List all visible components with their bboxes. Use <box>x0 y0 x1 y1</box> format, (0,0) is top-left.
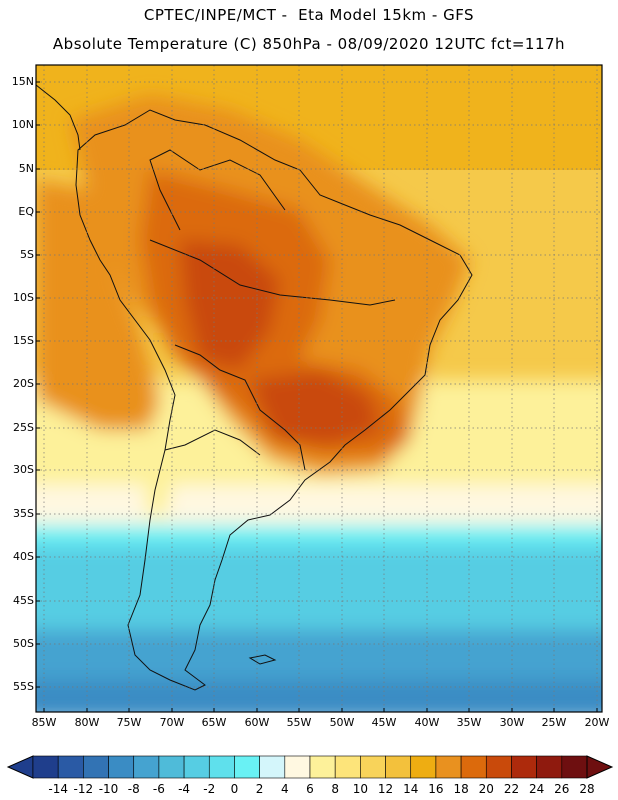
lon-label-30w: 30W <box>499 716 525 729</box>
colorbar-label-8: 2 <box>255 782 264 796</box>
colorbar-swatch-17 <box>460 755 487 779</box>
colorbar-label-17: 20 <box>478 782 494 796</box>
colorbar-swatch-5 <box>158 755 185 779</box>
south-america-coast <box>75 109 473 691</box>
lat-label-15s: 15S <box>13 334 34 347</box>
colorbar-over-arrow <box>586 755 614 779</box>
colorbar-swatch-10 <box>284 755 311 779</box>
colorbar-swatch-7 <box>208 755 235 779</box>
lat-label-40s: 40S <box>13 550 34 563</box>
colorbar-swatch-1 <box>57 755 84 779</box>
colorbar-swatch-8 <box>234 755 260 779</box>
colorbar-under-arrow <box>6 755 34 779</box>
lat-label-5n: 5N <box>18 162 34 175</box>
colorbar-label-10: 6 <box>306 782 314 796</box>
lat-label-10s: 10S <box>13 291 34 304</box>
band-blue-dark <box>36 680 602 712</box>
lat-label-15n: 15N <box>11 75 34 88</box>
colorbar-swatch-6 <box>183 755 210 779</box>
colorbar-label-14: 14 <box>403 782 419 796</box>
axis-ticks <box>36 81 598 712</box>
colorbar-label-11: 8 <box>331 782 339 796</box>
lon-label-50w: 50W <box>329 716 355 729</box>
colorbar-swatch-11 <box>309 755 336 779</box>
colorbar-swatch-19 <box>511 755 537 779</box>
band-blue <box>36 630 602 685</box>
lon-label-25w: 25W <box>541 716 567 729</box>
lon-label-20w: 20W <box>584 716 610 729</box>
colorbar-swatch-12 <box>334 755 361 779</box>
lon-label-75w: 75W <box>116 716 142 729</box>
colorbar-label-21: 28 <box>579 782 595 796</box>
falklands <box>248 654 277 665</box>
colorbar-label-16: 18 <box>453 782 469 796</box>
lon-label-45w: 45W <box>371 716 397 729</box>
colorbar-swatch-3 <box>108 755 135 779</box>
colorbar-label-6: -2 <box>203 782 216 796</box>
border-1 <box>149 239 396 306</box>
lat-label-10n: 10N <box>11 118 34 131</box>
lon-label-80w: 80W <box>74 716 100 729</box>
colorbar <box>6 755 614 779</box>
colorbar-swatch-16 <box>435 755 462 779</box>
colorbar-swatch-0 <box>32 755 59 779</box>
band-cyan <box>36 545 602 640</box>
chart-title-line-2: Absolute Temperature (C) 850hPa - 08/09/… <box>52 35 566 53</box>
temperature-field <box>36 65 602 712</box>
colorbar-label-18: 22 <box>503 782 520 796</box>
colorbar-label-0: -14 <box>48 782 68 796</box>
coastlines <box>36 84 473 691</box>
lon-label-55w: 55W <box>286 716 312 729</box>
colorbar-swatch-18 <box>485 755 512 779</box>
lon-label-60w: 60W <box>244 716 270 729</box>
colorbar-label-1: -12 <box>73 782 94 796</box>
colorbar-swatch-9 <box>259 755 286 779</box>
colorbar-label-15: 16 <box>428 782 444 796</box>
colorbar-swatch-4 <box>133 755 160 779</box>
continent-hottest <box>180 240 280 370</box>
lat-label-25s: 25S <box>13 421 34 434</box>
colorbar-label-3: -8 <box>127 782 140 796</box>
colorbar-swatch-20 <box>536 755 563 779</box>
lat-label-55s: 55S <box>13 680 34 693</box>
colorbar-label-12: 10 <box>352 782 368 796</box>
lon-label-35w: 35W <box>456 716 482 729</box>
map-frame <box>35 64 603 713</box>
colorbar-label-7: 0 <box>230 782 239 796</box>
colorbar-label-20: 26 <box>554 782 570 796</box>
southeast-hottest <box>250 370 380 445</box>
lat-label-20s: 20S <box>13 377 34 390</box>
border-4 <box>149 149 286 231</box>
colorbar-swatch-21 <box>561 755 588 779</box>
central-america-coast <box>36 84 81 151</box>
border-3 <box>164 429 261 456</box>
colorbar-swatch-2 <box>83 755 109 779</box>
colorbar-label-13: 12 <box>377 782 394 796</box>
lon-label-65w: 65W <box>201 716 227 729</box>
lat-label-50s: 50S <box>13 637 34 650</box>
colorbar-label-5: -4 <box>178 782 191 796</box>
colorbar-label-4: -6 <box>152 782 165 796</box>
lat-label-30s: 30S <box>13 463 34 476</box>
colorbar-label-2: -10 <box>98 782 119 796</box>
colorbar-label-9: 4 <box>280 782 289 796</box>
colorbar-swatch-14 <box>385 755 412 779</box>
lon-label-40w: 40W <box>414 716 440 729</box>
colorbar-label-19: 24 <box>528 782 545 796</box>
lat-label-45s: 45S <box>13 594 34 607</box>
lon-label-70w: 70W <box>159 716 185 729</box>
lat-label-35s: 35S <box>13 507 34 520</box>
lon-label-85w: 85W <box>31 716 57 729</box>
lat-label-5s: 5S <box>20 248 34 261</box>
colorbar-swatch-15 <box>410 755 437 779</box>
colorbar-swatch-13 <box>360 755 386 779</box>
border-2 <box>174 344 306 471</box>
lat-label-eq: EQ <box>18 205 34 218</box>
chart-title-line-1: CPTEC/INPE/MCT - Eta Model 15km - GFS <box>143 6 475 24</box>
